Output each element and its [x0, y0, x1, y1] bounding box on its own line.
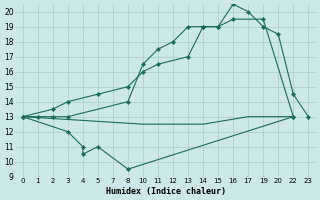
X-axis label: Humidex (Indice chaleur): Humidex (Indice chaleur) [106, 187, 226, 196]
